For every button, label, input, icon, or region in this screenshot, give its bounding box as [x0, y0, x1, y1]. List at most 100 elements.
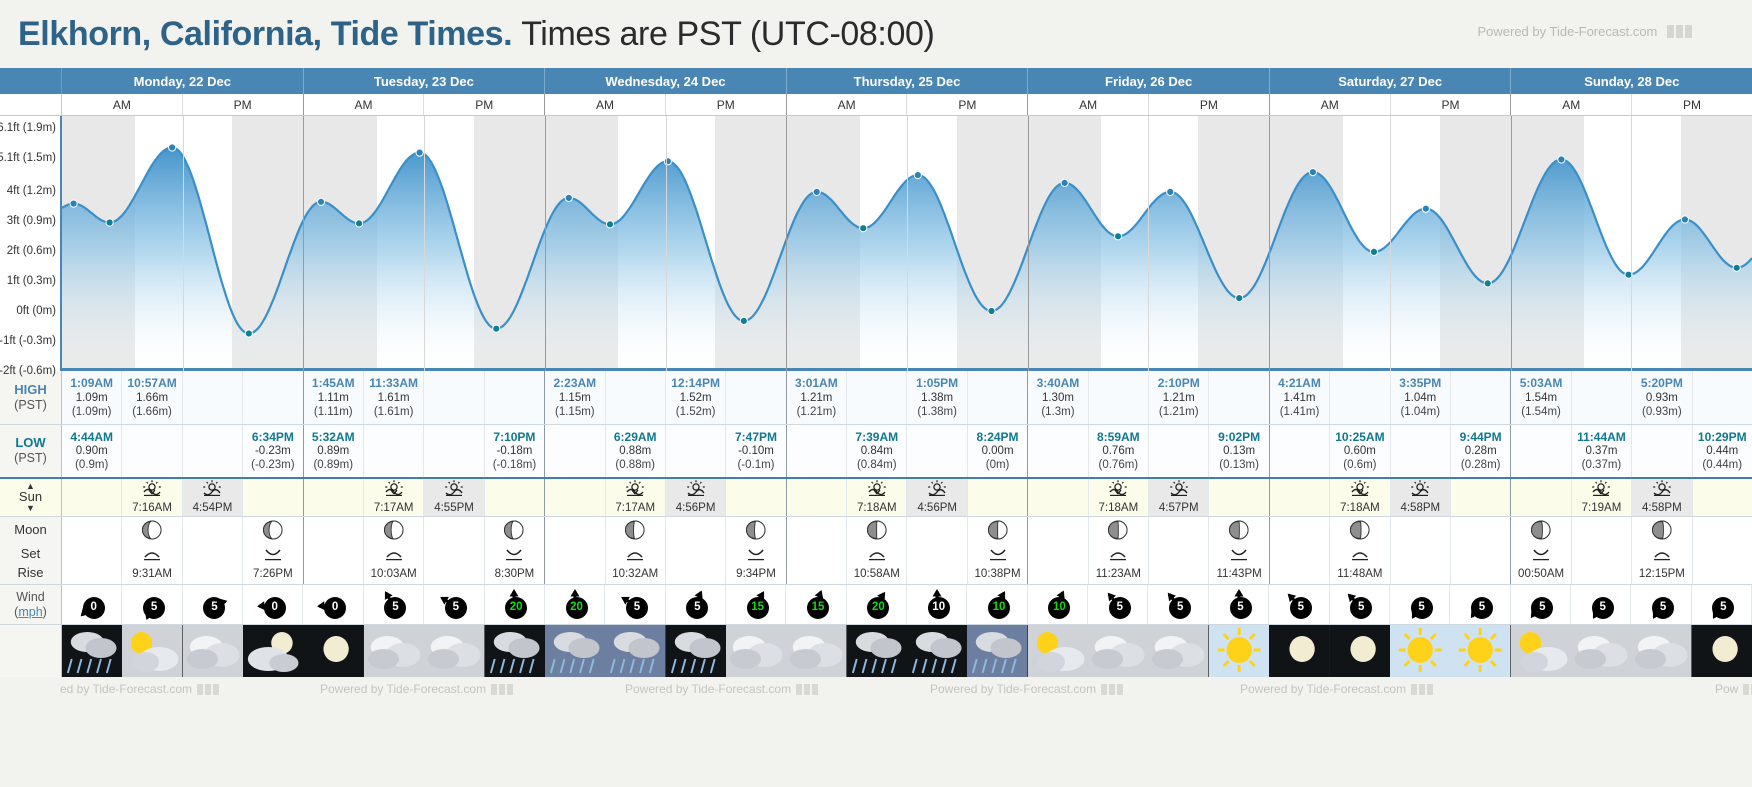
- moon-phase-icon: [1108, 520, 1128, 540]
- wind-cell-4: 0: [303, 585, 364, 624]
- tide-height: 1.54m: [1525, 391, 1558, 404]
- half-header-pm-4: PM: [1149, 94, 1270, 115]
- tide-height: 0.90m: [75, 445, 108, 458]
- sunrise-icon: [1349, 479, 1371, 501]
- footer-credit-4: Powered by Tide-Forecast.com: [1240, 682, 1434, 696]
- wind-speed-value: 0: [324, 596, 347, 619]
- moon-setrise-cell-8: [545, 543, 606, 584]
- sun-cell-25: 7:19AM: [1571, 479, 1633, 516]
- wind-cell-1: 5: [122, 585, 183, 624]
- sun-cell-26: 4:58PM: [1632, 479, 1693, 516]
- wind-speed-value: 5: [625, 596, 648, 619]
- wind-marker: 0: [256, 589, 290, 621]
- high-tide-cell-27: [1693, 371, 1752, 424]
- wind-marker: 5: [1523, 589, 1557, 621]
- tide-height-alt: (1.41m): [1279, 405, 1320, 418]
- chart-gridline-9: [1148, 116, 1150, 371]
- wind-marker: 5: [1222, 588, 1256, 621]
- tide-height-alt: (0.37m): [1581, 459, 1622, 472]
- wind-speed-value: 5: [1712, 596, 1735, 619]
- moon-phase-icon: [262, 520, 283, 540]
- sun-time: 7:19AM: [1581, 501, 1622, 514]
- moon-set-time: 11:48AM: [1337, 567, 1383, 580]
- wind-cell-17: 5: [1088, 585, 1149, 624]
- footer-credit-text: Powered by Tide-Forecast.com: [625, 682, 792, 696]
- low-tide-cell-14: [907, 425, 968, 477]
- wind-cell-9: 5: [605, 585, 666, 624]
- page-title-timezone: Times are PST (UTC-08:00): [521, 14, 935, 53]
- tide-time: 1:05PM: [916, 376, 959, 391]
- tide-time: 7:47PM: [734, 429, 777, 444]
- sun-time: 7:18AM: [856, 501, 897, 514]
- half-header-pm-1: PM: [424, 94, 546, 115]
- moon-phase-row: Moon: [0, 517, 1752, 543]
- tide-point-low-5: [354, 219, 364, 228]
- moonrise-icon: [746, 546, 766, 566]
- sun-cell-10: 4:56PM: [665, 479, 727, 516]
- high-tide-cell-22: 3:35PM 1.04m (1.04m): [1391, 371, 1451, 424]
- sun-cells: 7:16AM 4:54PM 7:17AM 4:55PM 7:17AM 4:56PM 7:18…: [62, 479, 1752, 516]
- sun-cell-8: [545, 479, 606, 516]
- y-tick-0: 6.1ft (1.9m): [0, 122, 56, 134]
- sunset-icon: [926, 479, 948, 501]
- moon-setrise-cell-20: [1270, 543, 1331, 584]
- wind-marker: 5: [1644, 589, 1678, 621]
- moon-set-time: 12:15PM: [1638, 567, 1685, 580]
- sun-up-arrow-icon: ▲: [26, 481, 35, 492]
- moon-phase-cell-20: [1270, 517, 1331, 543]
- chart-gridline-12: [1510, 116, 1512, 371]
- clear-night-icon: [303, 625, 364, 677]
- moon-phase-cell-10: [666, 517, 727, 543]
- cloudy-icon: [1570, 625, 1632, 677]
- day-header-5: Saturday, 27 Dec: [1270, 68, 1512, 94]
- moonset-icon: [625, 546, 645, 566]
- moon-rise-time: 8:30PM: [494, 567, 535, 580]
- wind-unit-link[interactable]: (mph): [14, 604, 47, 619]
- tide-time: 4:44AM: [70, 429, 114, 444]
- tide-height: 1.61m: [377, 391, 410, 404]
- moon-setrise-cell-13: 10:58AM: [847, 543, 908, 584]
- tide-height-alt: (0.6m): [1343, 459, 1377, 472]
- footer-credit-text: ed by Tide-Forecast.com: [60, 682, 193, 696]
- tide-point-low-1: [105, 218, 114, 227]
- low-tide-cell-0: 4:44AM 0.90m (0.9m): [62, 425, 123, 477]
- tide-height: 1.21m: [1162, 391, 1195, 404]
- tide-time: 2:10PM: [1157, 376, 1200, 391]
- wind-cell-15: 10: [967, 585, 1028, 624]
- wind-unit-anchor[interactable]: mph: [18, 604, 43, 619]
- moon-phase-icon: [625, 520, 645, 540]
- moon-phase-cell-27: [1693, 517, 1752, 543]
- tide-height-alt: (1.11m): [313, 405, 353, 418]
- moonrise-icon: [988, 546, 1008, 566]
- sunrise-icon: [1590, 479, 1612, 501]
- moon-phase-cell-18: [1149, 517, 1210, 543]
- tide-height-alt: (-0.18m): [492, 459, 537, 472]
- tide-time: 4:21AM: [1278, 376, 1321, 391]
- tide-chart-y-axis: 6.1ft (1.9m) 5.1ft (1.5m) 4ft (1.2m) 3ft (0…: [0, 116, 62, 377]
- wind-marker: 5: [1584, 589, 1618, 621]
- weather-cell-16: [1027, 625, 1089, 677]
- wind-cell-21: 5: [1330, 585, 1390, 624]
- low-tide-cells: 4:44AM 0.90m (0.9m) 6:34PM -0.23m (-0.23m) 5:3…: [62, 425, 1752, 477]
- sun-down-arrow-icon: ▼: [26, 502, 35, 513]
- tide-height: 0.37m: [1585, 445, 1618, 458]
- sun-cell-15: [967, 479, 1029, 516]
- wind-marker: 0: [75, 589, 109, 621]
- tide-height: 1.09m: [75, 391, 108, 404]
- high-tide-cell-18: 2:10PM 1.21m (1.21m): [1149, 371, 1210, 424]
- moon-phase-cell-25: [1572, 517, 1633, 543]
- wind-label: Wind: [16, 589, 45, 604]
- sun-time: 4:57PM: [1158, 501, 1199, 514]
- wind-cell-0: 0: [62, 585, 123, 624]
- day-header-4: Friday, 26 Dec: [1028, 68, 1270, 94]
- wind-speed-value: 5: [1350, 596, 1373, 619]
- credit-bars-icon: [197, 684, 220, 695]
- tide-height-alt: (1.54m): [1521, 405, 1561, 418]
- sunny-icon: [1450, 625, 1511, 677]
- tide-height-alt: (0.88m): [615, 459, 656, 472]
- credit-bars-icon: [1667, 25, 1692, 38]
- sun-cell-9: 7:17AM: [605, 479, 666, 516]
- moon-setrise-row-label: Set Rise: [0, 543, 62, 584]
- high-tide-cell-17: [1089, 371, 1150, 424]
- sun-cell-20: [1269, 479, 1331, 516]
